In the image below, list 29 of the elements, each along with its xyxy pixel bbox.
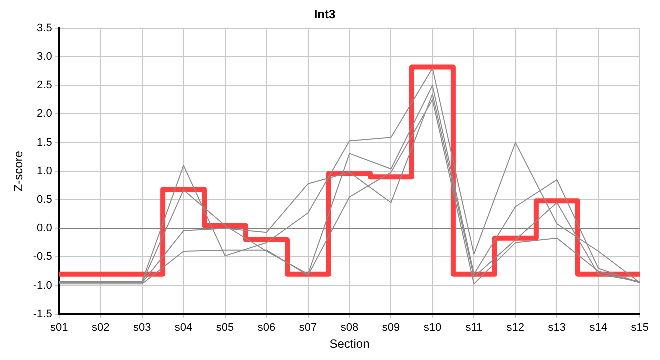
y-tick-label: 0.5 [37, 194, 52, 206]
x-tick-label: s14 [590, 322, 608, 334]
x-tick-label: s02 [92, 322, 110, 334]
x-tick-label: s05 [216, 322, 234, 334]
x-tick-label: s03 [133, 322, 152, 334]
y-axis-title: Z-score [12, 150, 26, 192]
x-tick-label: s10 [424, 322, 442, 334]
y-tick-label: 3.5 [37, 22, 52, 34]
x-tick-label: s04 [174, 322, 193, 334]
x-tick-label: s12 [506, 322, 525, 334]
y-tick-label: 3.0 [37, 51, 52, 64]
x-tick-label: s07 [299, 322, 318, 334]
y-tick-label: 2.0 [37, 108, 52, 120]
x-tick-label: s13 [548, 322, 566, 334]
y-tick-label: -1.5 [33, 308, 52, 320]
x-axis-title: Section [330, 337, 370, 352]
y-tick-label: 1.5 [37, 136, 52, 149]
x-tick-label: s09 [382, 322, 400, 334]
x-tick-label: s08 [340, 322, 359, 334]
y-tick-label: -0.5 [33, 251, 52, 264]
x-tick-label: s01 [50, 322, 68, 334]
y-tick-label: 1.0 [37, 165, 52, 178]
y-tick-label: 2.5 [37, 80, 52, 92]
x-tick-label: s15 [631, 322, 650, 334]
y-tick-label: -1.0 [33, 280, 52, 292]
chart-title: Int3 [314, 8, 336, 22]
x-tick-label: s06 [258, 322, 276, 334]
x-tick-label: s11 [466, 322, 483, 334]
y-tick-label: 0.0 [37, 222, 52, 235]
